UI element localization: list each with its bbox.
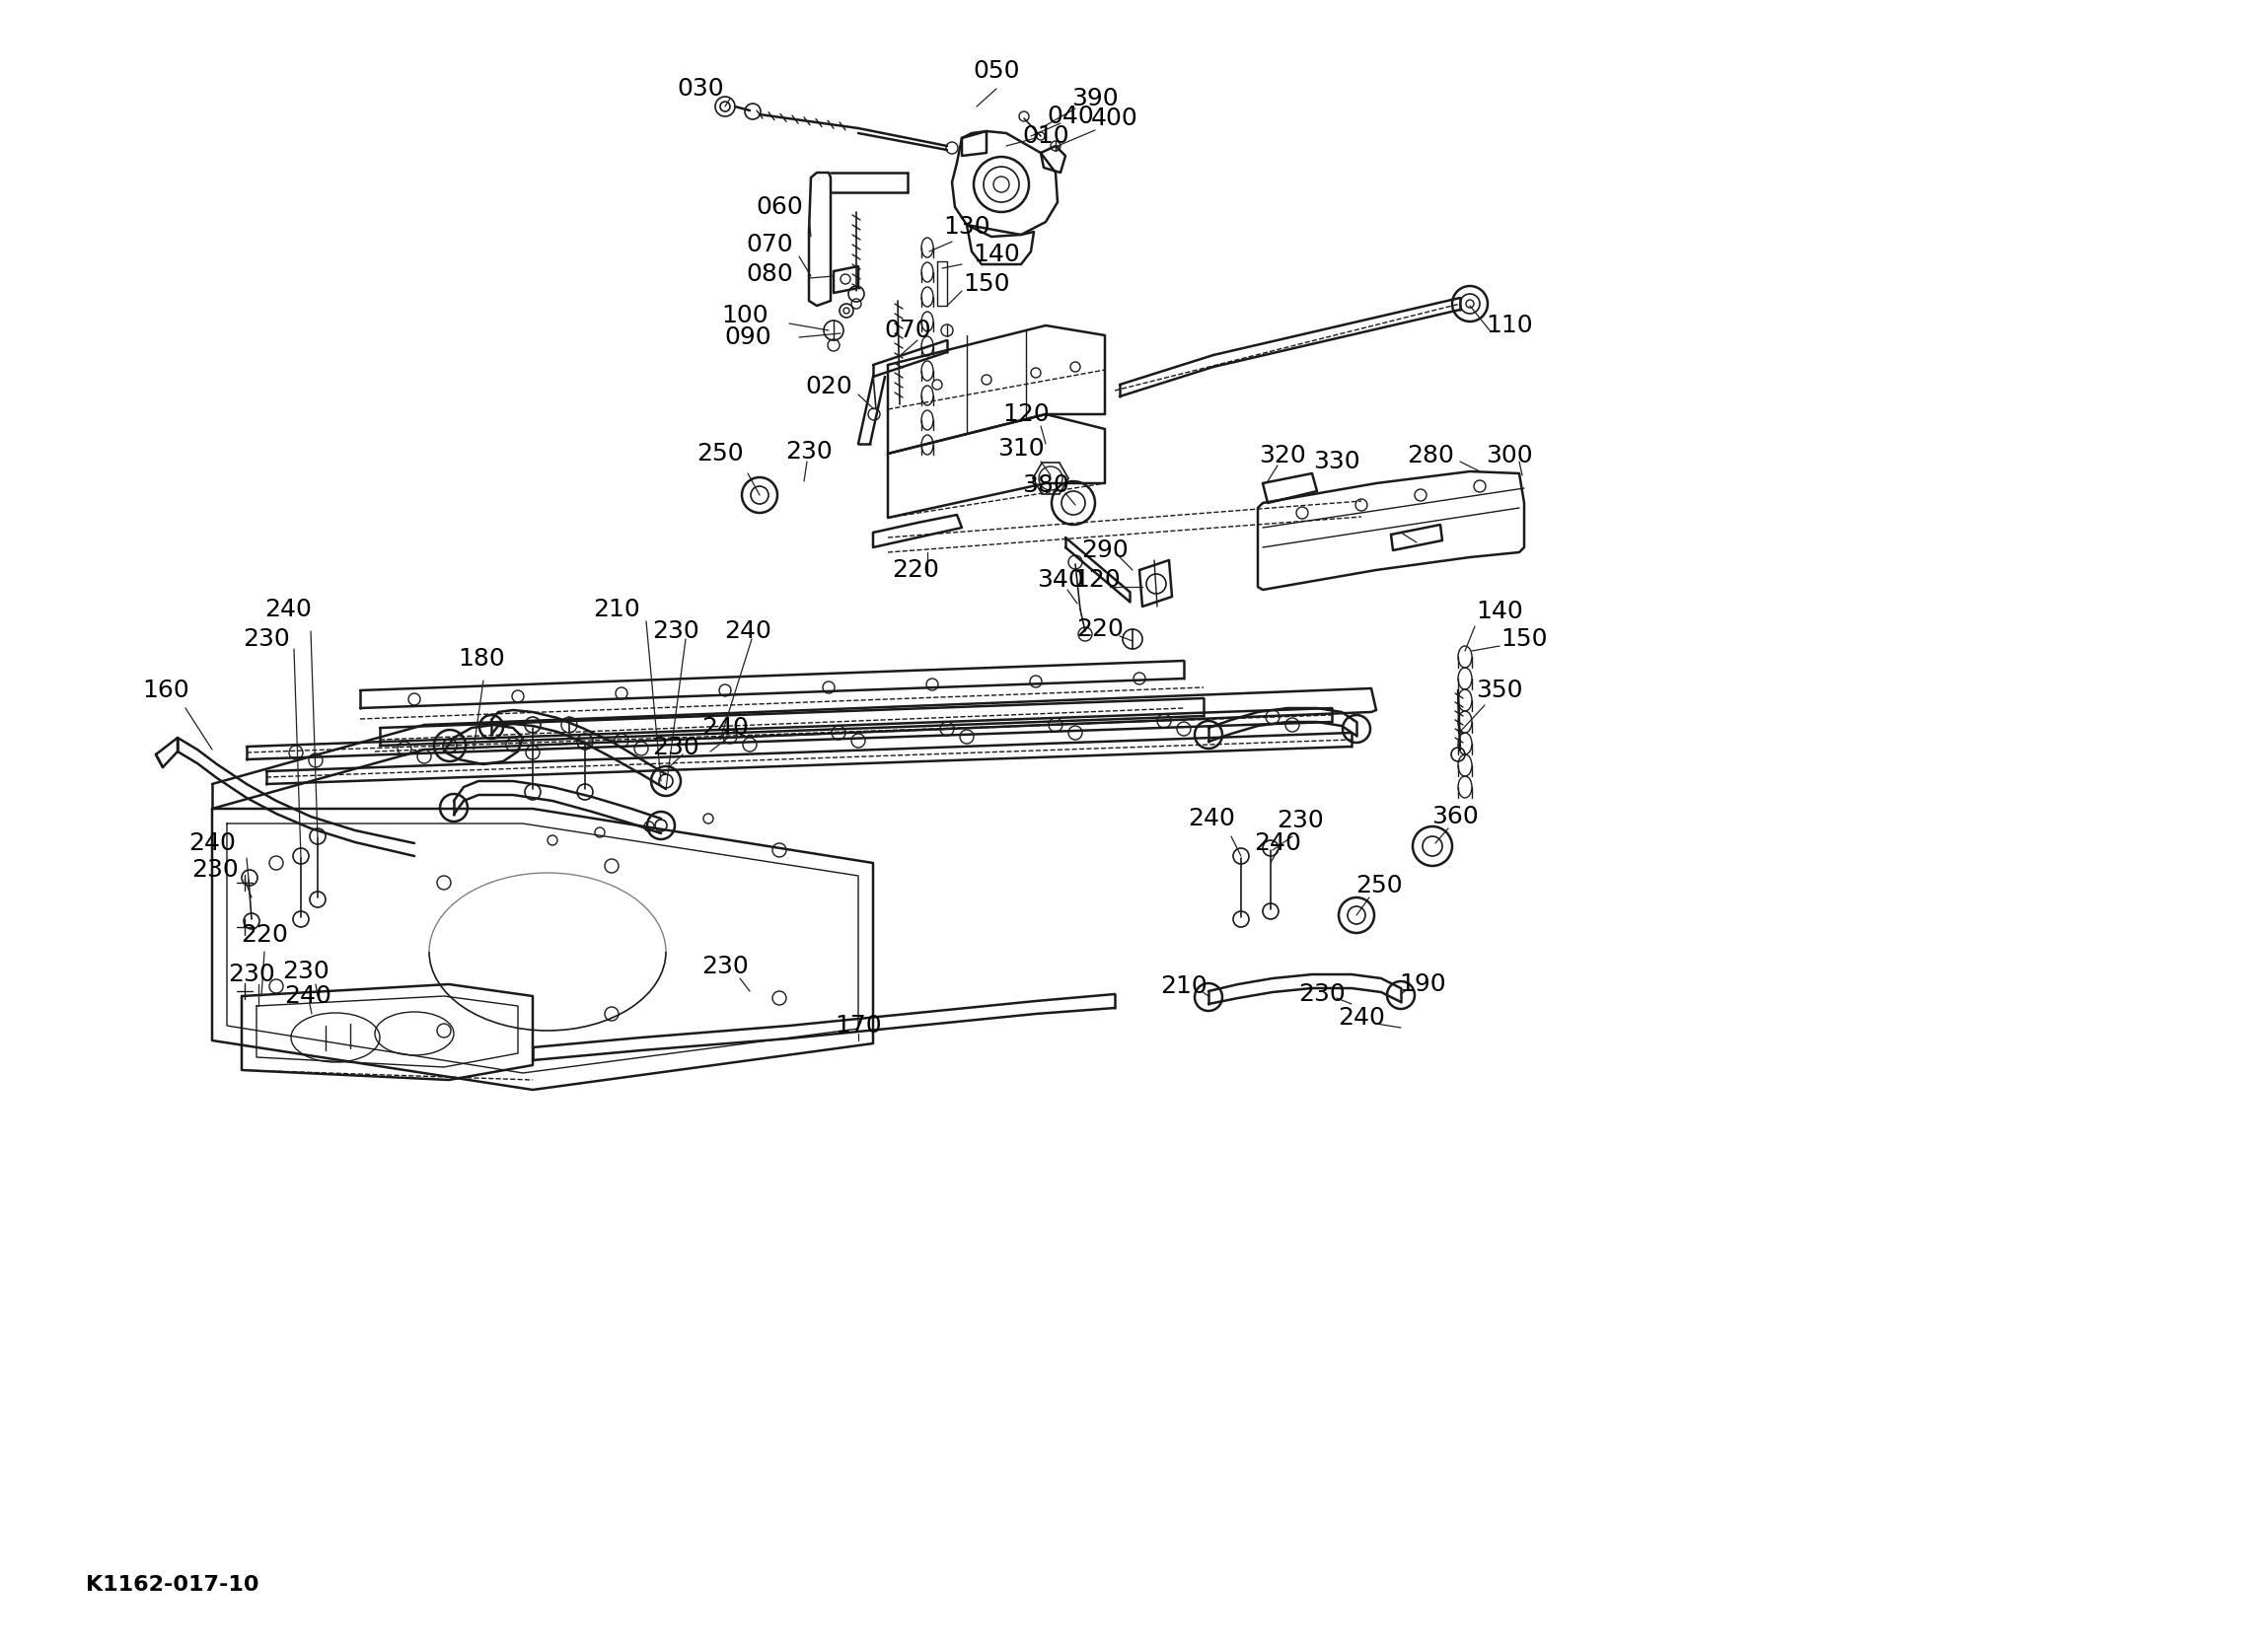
- Text: 280: 280: [1406, 443, 1454, 468]
- Text: K1162-017-10: K1162-017-10: [86, 1575, 259, 1594]
- Text: 390: 390: [1070, 87, 1118, 110]
- Text: 250: 250: [1356, 875, 1402, 898]
- Text: 360: 360: [1431, 805, 1479, 828]
- Text: 070: 070: [746, 232, 794, 257]
- Text: 110: 110: [1486, 313, 1533, 338]
- Text: 140: 140: [973, 242, 1021, 267]
- Text: 220: 220: [240, 922, 288, 947]
- Text: 050: 050: [973, 59, 1021, 82]
- Text: 240: 240: [1338, 1006, 1386, 1029]
- Text: 290: 290: [1082, 539, 1129, 562]
- Text: 230: 230: [785, 440, 832, 463]
- Text: 240: 240: [284, 985, 331, 1008]
- Text: 220: 220: [1077, 618, 1123, 641]
- Text: 020: 020: [805, 376, 853, 399]
- Text: 350: 350: [1476, 679, 1522, 702]
- Text: 230: 230: [243, 628, 290, 651]
- Text: 170: 170: [835, 1015, 882, 1038]
- Text: 240: 240: [188, 832, 236, 855]
- Text: 240: 240: [701, 716, 748, 740]
- Text: 120: 120: [1073, 568, 1120, 591]
- Text: 240: 240: [1188, 807, 1236, 830]
- Text: 300: 300: [1486, 443, 1533, 468]
- Text: 180: 180: [458, 647, 506, 670]
- Text: 330: 330: [1313, 450, 1361, 473]
- Text: 230: 230: [653, 619, 699, 642]
- Text: 070: 070: [885, 318, 932, 343]
- Text: 100: 100: [721, 303, 769, 328]
- Text: 090: 090: [723, 326, 771, 349]
- Text: 310: 310: [998, 436, 1046, 461]
- Text: 210: 210: [1161, 975, 1207, 998]
- Text: 230: 230: [653, 736, 699, 759]
- Text: 150: 150: [964, 272, 1009, 296]
- Text: 340: 340: [1036, 568, 1084, 591]
- Text: 220: 220: [891, 558, 939, 581]
- Text: 060: 060: [755, 196, 803, 219]
- Text: 190: 190: [1399, 972, 1447, 996]
- Text: 240: 240: [265, 598, 311, 621]
- Text: 230: 230: [701, 955, 748, 978]
- Text: 230: 230: [229, 962, 274, 987]
- Text: 010: 010: [1023, 124, 1068, 148]
- Text: 230: 230: [191, 858, 238, 881]
- Text: 230: 230: [1297, 982, 1345, 1006]
- Text: 120: 120: [1002, 402, 1050, 427]
- Text: 240: 240: [723, 619, 771, 642]
- Text: 240: 240: [1254, 832, 1302, 855]
- Text: 230: 230: [281, 960, 329, 983]
- Text: 080: 080: [746, 262, 794, 287]
- Text: 040: 040: [1048, 104, 1093, 128]
- Text: 210: 210: [592, 598, 640, 621]
- Text: 130: 130: [943, 216, 991, 239]
- Text: 150: 150: [1501, 628, 1547, 651]
- Text: 400: 400: [1091, 107, 1139, 130]
- Text: 230: 230: [1277, 809, 1325, 832]
- Text: 140: 140: [1476, 600, 1524, 623]
- Text: 160: 160: [143, 679, 188, 702]
- Text: 250: 250: [696, 441, 744, 466]
- Text: 380: 380: [1023, 473, 1068, 497]
- Text: 030: 030: [676, 77, 723, 100]
- Text: 320: 320: [1259, 443, 1306, 468]
